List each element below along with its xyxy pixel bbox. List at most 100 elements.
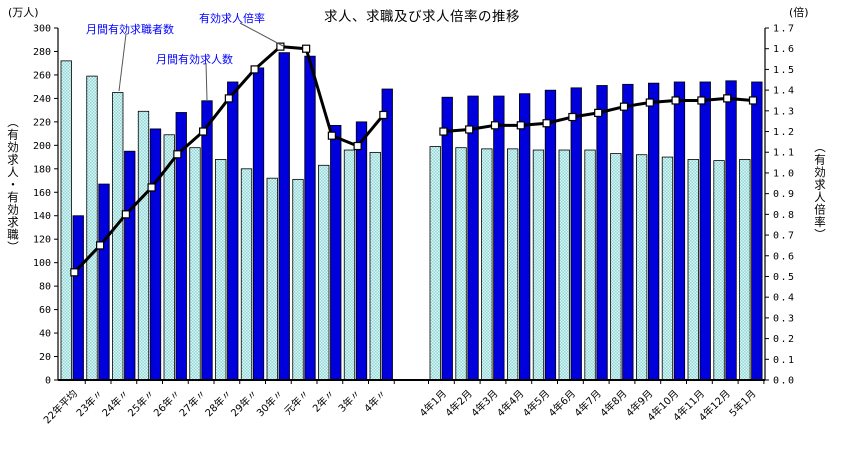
- legend-openings-label: 月間有効求人数: [156, 53, 233, 66]
- bar-jobseekers: [532, 149, 545, 381]
- left-axis-tick-label: 20: [39, 352, 51, 363]
- right-axis-tick-label: 1.5: [773, 65, 796, 76]
- right-axis-tick-label: 1.3: [773, 106, 796, 117]
- left-axis-tick-label: 180: [33, 164, 51, 175]
- bar-jobseekers: [369, 151, 381, 381]
- ratio-marker: [748, 96, 758, 105]
- x-axis-category-label: 25年〃: [125, 387, 157, 419]
- bar-openings: [648, 82, 660, 381]
- right-axis-tick-label: 0.1: [773, 355, 796, 366]
- bar-jobseekers: [86, 75, 98, 381]
- left-axis-tick-label: 100: [33, 258, 51, 269]
- ratio-marker: [379, 110, 388, 120]
- bar-openings: [519, 93, 531, 381]
- x-axis-category-label: 2年〃: [310, 387, 338, 415]
- bar-jobseekers: [215, 159, 227, 381]
- left-axis-tick-label: 40: [39, 329, 51, 340]
- right-axis-tick-label: 1.0: [773, 168, 796, 179]
- left-axis-tick-label: 120: [33, 235, 51, 246]
- bar-openings: [72, 215, 84, 381]
- bar-openings: [381, 88, 393, 381]
- right-axis-tick-label: 1.1: [773, 148, 796, 159]
- left-axis-tick-label: 140: [33, 211, 51, 222]
- ratio-marker: [353, 141, 362, 151]
- bar-openings: [699, 81, 711, 381]
- left-axis-unit-label: (万人): [8, 6, 39, 19]
- x-axis-category-label: 30年〃: [254, 387, 286, 419]
- bar-jobseekers: [266, 177, 278, 381]
- left-axis-title: （有効求人・有効求職）: [6, 116, 20, 254]
- x-axis-category-label: 4年5月: [520, 387, 552, 419]
- bar-openings: [441, 96, 453, 381]
- x-axis-category-label: 27年〃: [176, 387, 208, 419]
- bar-openings: [544, 89, 557, 381]
- bar-openings: [570, 87, 582, 381]
- right-axis-tick-label: 0.0: [773, 376, 796, 387]
- bar-jobseekers: [429, 146, 441, 381]
- left-axis-tick-label: 260: [33, 70, 51, 81]
- bar-jobseekers: [584, 149, 596, 381]
- bar-jobseekers: [343, 149, 356, 381]
- left-axis-tick-label: 280: [33, 47, 51, 58]
- legend-ratio-label: 有効求人倍率: [199, 12, 265, 25]
- ratio-marker: [276, 42, 285, 51]
- right-axis-tick-label: 0.5: [773, 272, 796, 283]
- right-axis-tick-label: 0.3: [773, 313, 796, 324]
- bar-openings: [725, 80, 737, 381]
- right-axis-tick-label: 0.8: [773, 210, 796, 221]
- x-axis-category-label: 4年7月: [571, 387, 603, 419]
- right-axis-tick-label: 1.7: [773, 24, 796, 35]
- bar-openings: [596, 85, 608, 381]
- bar-openings: [149, 128, 162, 381]
- bar-jobseekers: [558, 149, 570, 381]
- left-axis-tick-label: 0: [45, 376, 51, 387]
- ratio-marker: [697, 96, 706, 105]
- ratio-marker: [439, 127, 448, 136]
- right-axis-tick-label: 0.7: [773, 231, 796, 242]
- bar-openings: [98, 183, 110, 381]
- bar-jobseekers: [506, 148, 519, 381]
- ratio-marker: [121, 210, 130, 219]
- x-axis-category-label: 5年1月: [726, 387, 758, 419]
- ratio-marker: [516, 121, 525, 130]
- ratio-marker: [70, 268, 79, 277]
- right-axis-title: （有効求人倍率）: [813, 141, 827, 241]
- x-axis-category-label: 4年1月: [417, 387, 449, 419]
- left-axis-tick-label: 200: [33, 141, 51, 152]
- x-axis-category-label: 4年2月: [442, 387, 474, 419]
- right-axis-unit-label: (倍): [789, 6, 809, 19]
- x-axis-category-label: 22年平均: [41, 387, 80, 426]
- bar-openings: [330, 124, 342, 381]
- x-axis-category-label: 4年8月: [597, 387, 629, 419]
- x-axis-category-label: 4年3月: [468, 387, 500, 419]
- bar-jobseekers: [739, 159, 751, 381]
- bar-openings: [673, 81, 686, 381]
- bar-jobseekers: [318, 164, 330, 381]
- left-axis-tick-label: 160: [33, 188, 51, 199]
- ratio-marker: [490, 121, 500, 130]
- x-axis-category-label: 28年〃: [202, 387, 234, 419]
- bar-openings: [304, 55, 316, 381]
- right-axis-tick-label: 1.6: [773, 44, 796, 55]
- bar-jobseekers: [455, 147, 467, 381]
- right-axis-tick-label: 0.6: [773, 251, 796, 262]
- ratio-marker: [671, 96, 680, 105]
- left-axis-tick-label: 60: [39, 305, 51, 316]
- left-axis-tick-label: 80: [39, 282, 51, 293]
- legend-seekers-label: 月間有効求職者数: [86, 23, 174, 36]
- ratio-marker: [645, 98, 654, 107]
- x-axis-category-label: 23年〃: [73, 387, 105, 419]
- bar-openings: [278, 52, 290, 381]
- left-axis-tick-label: 220: [33, 117, 51, 128]
- ratio-marker: [96, 241, 105, 250]
- ratio-marker: [594, 108, 603, 117]
- ratio-marker: [619, 102, 629, 111]
- ratio-marker: [173, 150, 182, 159]
- bar-openings: [227, 81, 239, 381]
- bar-jobseekers: [240, 168, 253, 381]
- x-axis-category-label: 元年〃: [281, 387, 311, 417]
- bar-jobseekers: [292, 178, 304, 381]
- bar-openings: [355, 121, 368, 381]
- bar-openings: [467, 95, 479, 381]
